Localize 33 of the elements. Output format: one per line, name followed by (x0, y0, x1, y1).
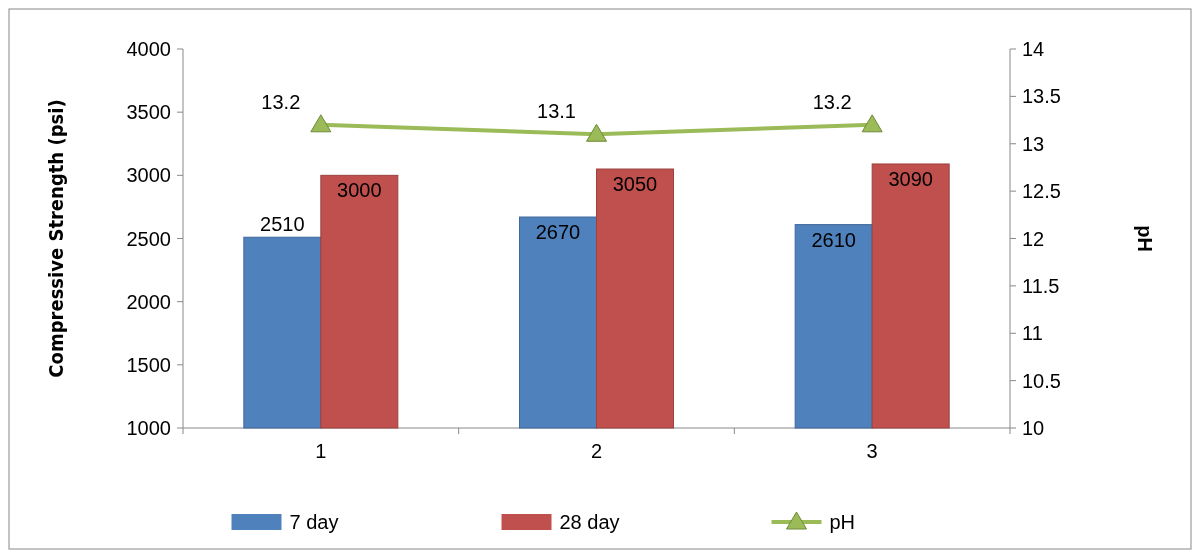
data-label: 3090 (888, 167, 933, 190)
y-tick-label: 2500 (126, 227, 171, 250)
y-tick-label: 4000 (126, 38, 171, 60)
y-tick-label: 2000 (126, 290, 171, 313)
y2-tick-label: 10.5 (1022, 369, 1061, 392)
y2-tick-label: 10 (1022, 417, 1045, 439)
data-label: 2670 (535, 221, 581, 244)
y2-tick-label: 12.5 (1022, 180, 1061, 203)
y2-tick-label: 13.5 (1022, 85, 1061, 108)
y-tick-label: 3000 (126, 164, 171, 187)
data-label: 13.2 (261, 90, 301, 113)
y2-axis-title: pH (1134, 225, 1156, 252)
y2-tick-label: 13 (1022, 132, 1045, 155)
x-tick-label: 2 (590, 440, 603, 462)
y2-tick-label: 12 (1022, 227, 1045, 250)
data-label: 13.1 (537, 100, 576, 123)
y-axis-title: Compressive Strength (psi) (44, 99, 68, 378)
y2-tick-label: 11 (1022, 322, 1043, 345)
y-tick-label: 3500 (126, 101, 171, 124)
data-label: 3000 (337, 179, 382, 202)
legend-label: 28 day (559, 511, 620, 533)
x-tick-label: 3 (866, 440, 878, 462)
x-tick-label: 1 (315, 440, 327, 462)
y2-tick-label: 14 (1022, 38, 1045, 60)
legend-label: 7 day (289, 511, 339, 533)
data-label: 3050 (612, 173, 658, 196)
y-tick-label: 1500 (126, 353, 171, 376)
data-label: 2510 (260, 213, 305, 236)
legend-label: pH (829, 511, 856, 533)
y2-tick-label: 11.5 (1022, 274, 1060, 297)
y-tick-label: 1000 (126, 417, 171, 439)
data-label: 13.2 (812, 90, 852, 113)
data-label: 2610 (811, 228, 856, 251)
